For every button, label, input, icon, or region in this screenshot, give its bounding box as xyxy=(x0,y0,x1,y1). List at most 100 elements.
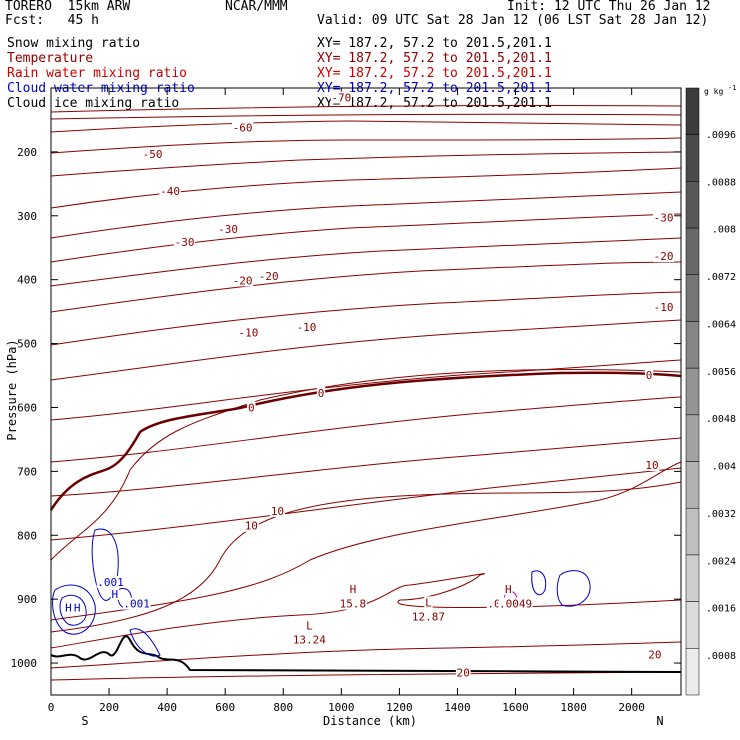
temperature-contour-label-background xyxy=(232,121,254,134)
temperature-contour-label-background xyxy=(644,458,660,471)
colorbar-swatch xyxy=(685,321,700,369)
field-label: Snow mixing ratio xyxy=(7,36,141,51)
init-time: Init: 12 UTC Thu 26 Jan 12 xyxy=(507,0,711,14)
temperature-contour-label: -30 xyxy=(654,212,674,225)
x-tick-label: 1800 xyxy=(560,701,587,714)
temperature-contour-label: -40 xyxy=(160,185,180,198)
x-tick-label: 600 xyxy=(215,701,235,714)
extremum-label: L xyxy=(306,619,313,632)
cloud-water-contour xyxy=(52,584,96,635)
colorbar-swatch xyxy=(685,274,700,322)
temperature-contour xyxy=(50,461,682,621)
field-label: Rain water mixing ratio xyxy=(7,66,188,81)
plot-frame xyxy=(50,87,682,696)
x-tick-label: 2000 xyxy=(618,701,645,714)
y-tick-label: 1000 xyxy=(11,657,38,670)
temperature-contour-label: -20 xyxy=(233,274,253,287)
colorbar-tick-label: .0024 xyxy=(706,556,736,567)
colorbar-tick-label: .0096 xyxy=(706,130,736,141)
colorbar-tick-label: .004 xyxy=(712,462,736,473)
cloud-contour-label-background xyxy=(64,601,73,614)
x-tick-label: 1600 xyxy=(502,701,529,714)
field-xy-range: XY= 187.2, 57.2 to 201.5,201.1 xyxy=(317,66,552,81)
temperature-contour-label: -30 xyxy=(175,236,195,249)
temperature-contour-label: 10 xyxy=(645,459,658,472)
y-tick-label: 300 xyxy=(17,210,37,223)
temperature-contour xyxy=(50,481,682,633)
colorbar-tick-label: .008 xyxy=(712,225,736,236)
cloud-water-contour xyxy=(531,570,547,595)
temperature-contour-label: -10 xyxy=(297,321,317,334)
cloud-contour-label-background xyxy=(110,588,120,601)
colorbar-swatch xyxy=(685,461,700,509)
valid-time: Valid: 09 UTC Sat 28 Jan 12 (06 LST Sat … xyxy=(317,13,709,28)
temperature-contour-label: -30 xyxy=(218,223,238,236)
temperature-contour-label-background xyxy=(258,269,280,282)
forecast-hour: Fcst: 45 h xyxy=(5,13,99,28)
temperature-contour-label-background xyxy=(455,666,471,679)
colorbar-tick-label: .0072 xyxy=(706,272,736,283)
extremum-label-background xyxy=(339,597,367,610)
colorbar-tick-label: .0088 xyxy=(706,177,736,188)
temperature-contour-label-background xyxy=(237,326,260,339)
temperature-contour-label-background xyxy=(652,250,675,263)
temperature-contour-label: -70 xyxy=(331,92,351,105)
temperature-contour-label-background xyxy=(247,401,256,414)
temperature-contour xyxy=(50,191,682,239)
colorbar-swatch xyxy=(685,648,700,696)
model-title: TORERO 15km ARW xyxy=(5,0,131,14)
temperature-contour-label: -20 xyxy=(654,250,674,263)
terrain-line xyxy=(50,635,682,673)
temperature-contour xyxy=(50,641,682,669)
colorbar-swatch xyxy=(685,414,700,462)
field-xy-range: XY= 187.2, 57.2 to 201.5,201.1 xyxy=(317,36,552,51)
cloud-water-contour xyxy=(129,628,161,657)
temperature-contour xyxy=(50,151,682,177)
temperature-contour xyxy=(50,261,682,313)
freezing-level-contour xyxy=(49,371,682,511)
extremum-label-background xyxy=(348,582,358,595)
temperature-contour xyxy=(50,368,682,561)
temperature-contour-label-background xyxy=(142,147,164,160)
temperature-contour-label-background xyxy=(173,235,196,248)
cloud-contour-label: .001 xyxy=(97,576,124,589)
field-label: Temperature xyxy=(7,51,94,66)
y-tick-label: 800 xyxy=(17,529,37,542)
temperature-contour xyxy=(50,359,682,421)
extremum-label: .0049 xyxy=(499,598,532,611)
cloud-contour-label: H xyxy=(112,588,119,601)
extremum-label: H xyxy=(505,583,512,596)
temperature-contour-label-background xyxy=(316,386,326,399)
colorbar-swatch xyxy=(685,181,700,229)
colorbar-swatch xyxy=(685,507,700,556)
field-xy-range: XY= 187.2, 57.2 to 201.5,201.1 xyxy=(317,51,552,66)
colorbar-tick-label: .0008 xyxy=(706,651,736,662)
cloud-contour-label: H xyxy=(74,601,81,614)
temperature-contour-label: 0 xyxy=(248,401,255,414)
temperature-contour-label-background xyxy=(652,211,675,224)
colorbar-tick-label: .0048 xyxy=(706,414,736,425)
north-label: N xyxy=(656,714,663,728)
colorbar-swatch xyxy=(685,134,700,182)
x-tick-label: 1400 xyxy=(444,701,471,714)
extremum-label-background xyxy=(424,596,433,609)
x-tick-label: 200 xyxy=(99,701,119,714)
temperature-contour xyxy=(50,573,682,649)
temperature-contour xyxy=(50,120,682,133)
temperature-contour-label: -60 xyxy=(233,122,253,135)
extremum-label: H xyxy=(350,583,357,596)
extremum-label-background xyxy=(411,610,446,623)
cloud-contour-label-background xyxy=(122,597,151,610)
temperature-contour-label: -50 xyxy=(143,148,163,161)
temperature-contour-label-background xyxy=(652,301,675,314)
x-tick-label: 400 xyxy=(157,701,177,714)
x-tick-label: 0 xyxy=(48,701,55,714)
temperature-contour-label-background xyxy=(232,274,254,287)
colorbar-swatch xyxy=(685,601,700,649)
y-tick-label: 600 xyxy=(17,401,37,414)
colorbar-unit-exponent: -1 xyxy=(728,84,736,92)
temperature-contour xyxy=(50,113,682,120)
extremum-label: L xyxy=(425,596,432,609)
temperature-contour-label: 20 xyxy=(648,649,661,662)
